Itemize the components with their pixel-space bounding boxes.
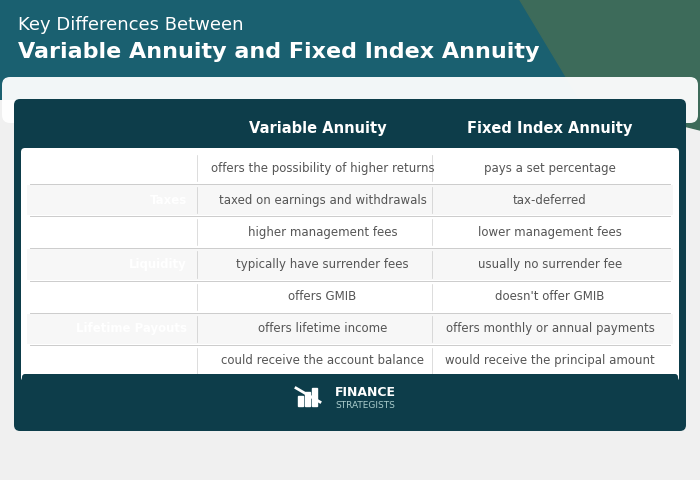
Text: would receive the principal amount: would receive the principal amount [445, 354, 655, 367]
Text: lower management fees: lower management fees [478, 226, 622, 239]
Text: doesn't offer GMIB: doesn't offer GMIB [496, 290, 605, 303]
Text: STRATEGISTS: STRATEGISTS [335, 400, 395, 409]
FancyBboxPatch shape [27, 250, 673, 279]
Bar [312, 388, 317, 406]
FancyBboxPatch shape [27, 314, 673, 344]
Bar [298, 396, 303, 406]
Text: Fees: Fees [157, 226, 187, 239]
Text: Liquidity: Liquidity [130, 258, 187, 271]
Text: Lifetime Payouts: Lifetime Payouts [76, 322, 187, 336]
Text: Variable Annuity: Variable Annuity [248, 121, 386, 136]
Text: Guaranteed Minimum
Income Benefit: Guaranteed Minimum Income Benefit [44, 283, 187, 311]
Text: Fixed Index Annuity: Fixed Index Annuity [468, 121, 633, 136]
Text: offers monthly or annual payments: offers monthly or annual payments [446, 322, 654, 336]
Text: taxed on earnings and withdrawals: taxed on earnings and withdrawals [218, 194, 426, 207]
Bar [305, 392, 310, 406]
Text: Death Benefit: Death Benefit [95, 354, 187, 367]
Text: Taxes: Taxes [150, 194, 187, 207]
Text: usually no surrender fee: usually no surrender fee [478, 258, 622, 271]
FancyBboxPatch shape [22, 374, 678, 423]
Text: pays a set percentage: pays a set percentage [484, 162, 616, 175]
FancyBboxPatch shape [27, 185, 673, 216]
Text: Key Differences Between: Key Differences Between [18, 16, 244, 34]
Text: could receive the account balance: could receive the account balance [221, 354, 424, 367]
Text: Payouts: Payouts [134, 162, 187, 175]
Text: offers lifetime income: offers lifetime income [258, 322, 387, 336]
FancyBboxPatch shape [21, 148, 679, 381]
FancyBboxPatch shape [2, 77, 698, 123]
Text: typically have surrender fees: typically have surrender fees [236, 258, 409, 271]
Text: FINANCE: FINANCE [335, 386, 396, 399]
FancyBboxPatch shape [0, 0, 700, 100]
Text: higher management fees: higher management fees [248, 226, 398, 239]
Text: Variable Annuity and Fixed Index Annuity: Variable Annuity and Fixed Index Annuity [18, 42, 540, 62]
Text: tax-deferred: tax-deferred [513, 194, 587, 207]
FancyBboxPatch shape [14, 99, 686, 431]
Text: offers GMIB: offers GMIB [288, 290, 356, 303]
Text: offers the possibility of higher returns: offers the possibility of higher returns [211, 162, 434, 175]
Polygon shape [520, 0, 700, 130]
